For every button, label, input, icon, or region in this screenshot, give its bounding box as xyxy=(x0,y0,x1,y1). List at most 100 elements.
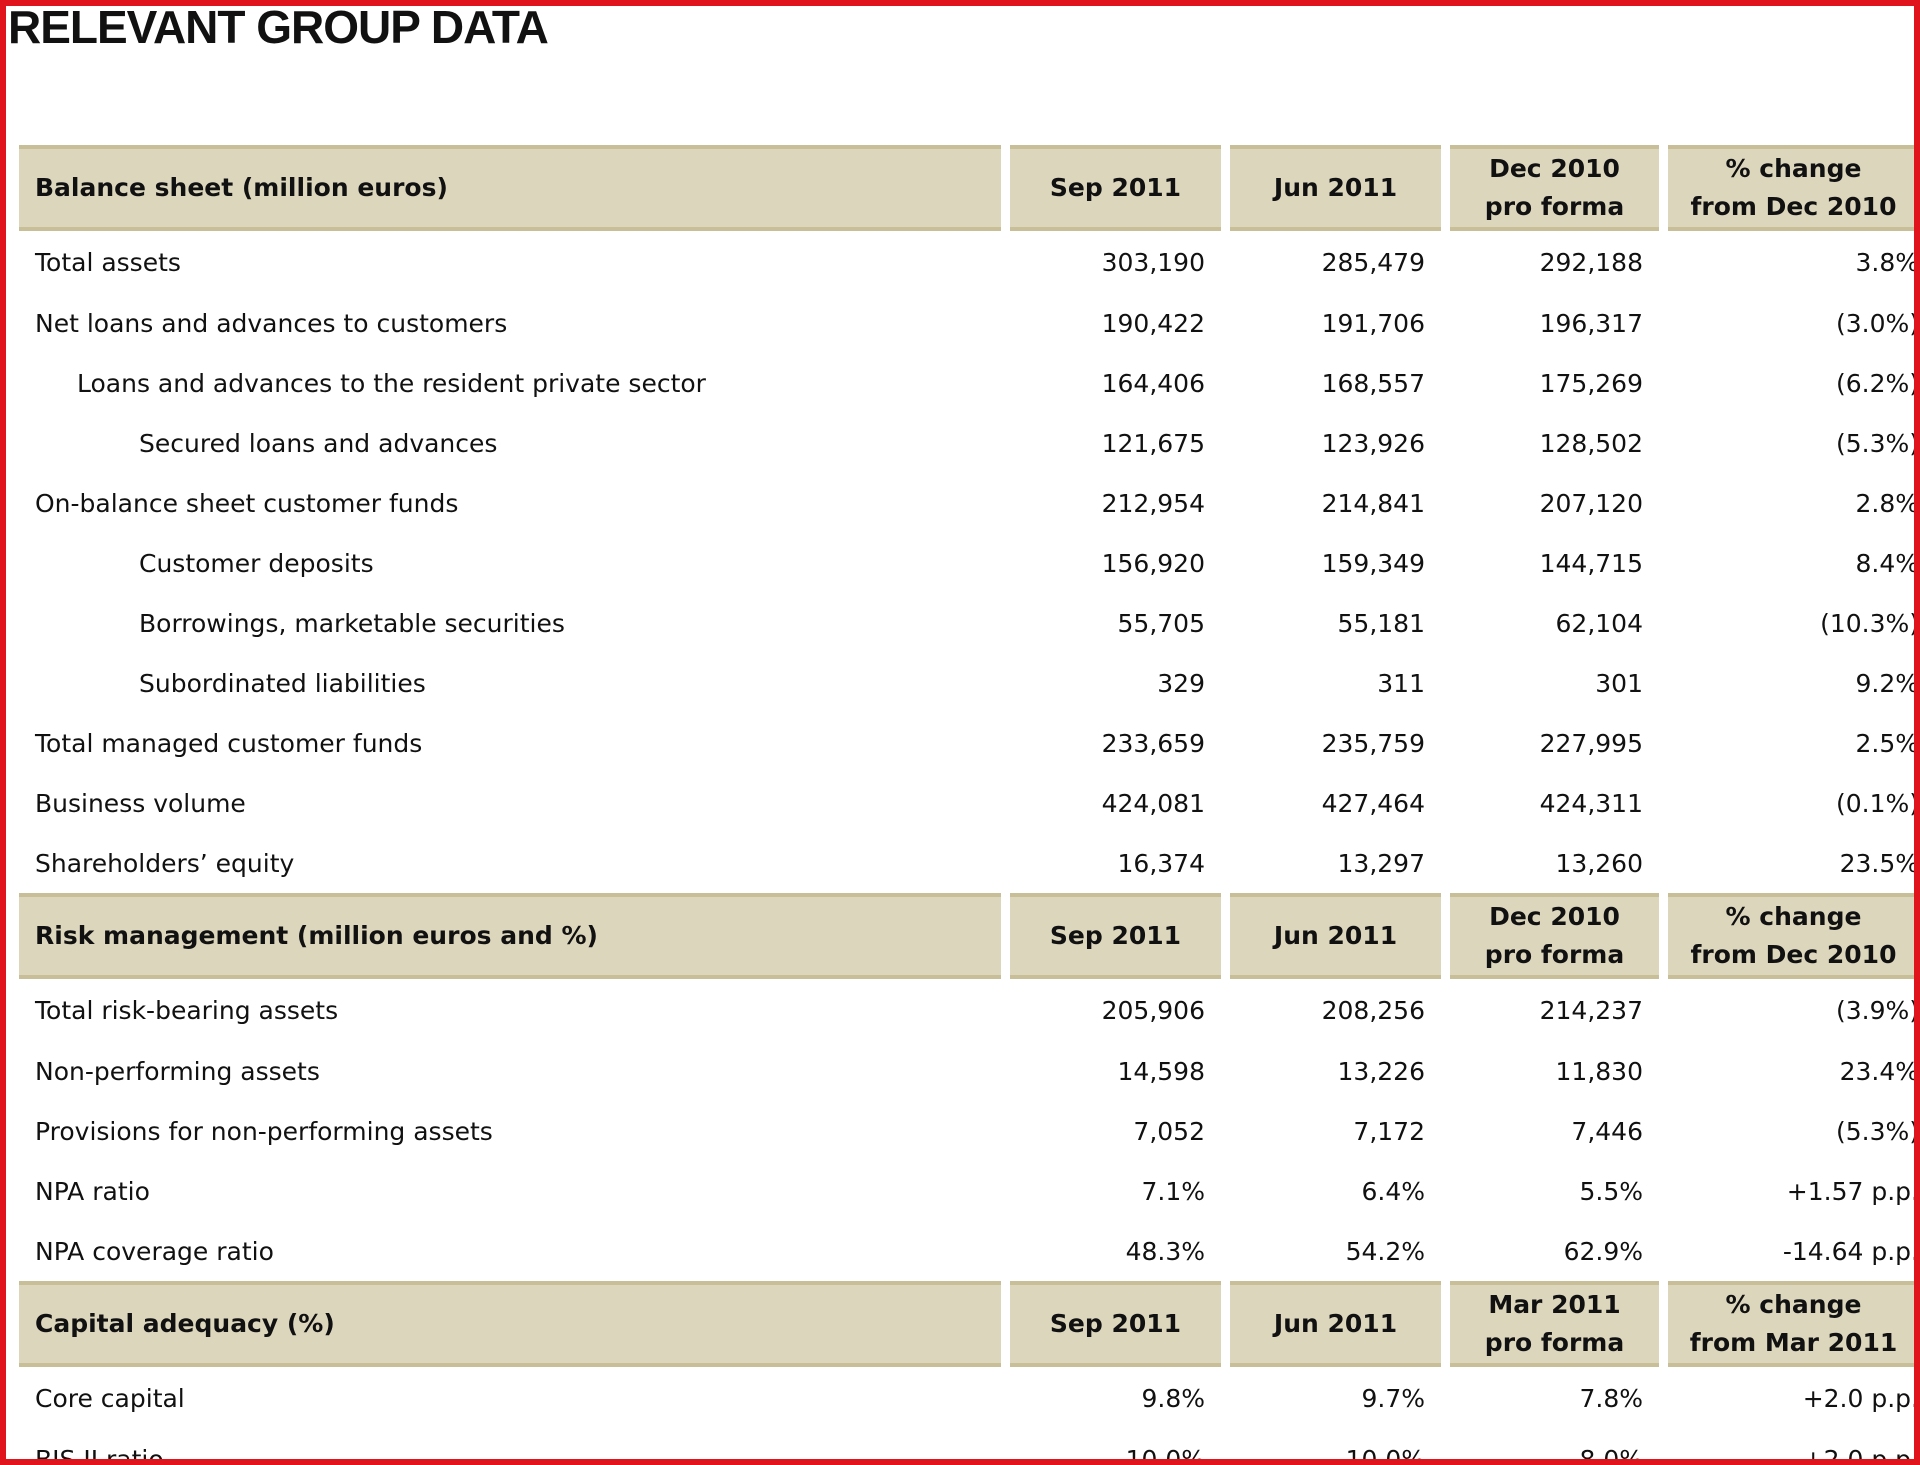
row-label: Borrowings, marketable securities xyxy=(139,608,565,638)
header-cell: Balance sheet (million euros) xyxy=(19,145,1001,231)
value-cell: 214,237 xyxy=(1539,995,1643,1025)
row-label: Business volume xyxy=(35,788,246,818)
data-row: Total risk-bearing assets 205,906 208,256 2… xyxy=(19,979,1914,1041)
row-label: Customer deposits xyxy=(139,548,374,578)
value-cell: 5.5% xyxy=(1579,1176,1643,1206)
value-cell: 144,715 xyxy=(1539,548,1643,578)
value-cell: 329 xyxy=(1157,668,1205,698)
value-cell: 285,479 xyxy=(1321,247,1425,277)
data-row: Provisions for non-performing assets 7,05… xyxy=(19,1101,1919,1161)
value-cell: (6.2%) xyxy=(1835,368,1919,398)
value-cell: (10.3%) xyxy=(1820,608,1919,638)
row-label: NPA ratio xyxy=(35,1176,150,1206)
value-cell: 168,557 xyxy=(1321,368,1425,398)
header-line: Dec 2010 xyxy=(1489,902,1620,931)
data-table: Balance sheet (million euros) Sep 2011 Jun… xyxy=(10,145,1919,1465)
value-cell: 311 xyxy=(1377,668,1425,698)
header-cell: Jun 2011 xyxy=(1230,1281,1441,1367)
value-cell: 207,120 xyxy=(1539,488,1643,518)
header-cell: Dec 2010 pro forma xyxy=(1450,893,1659,979)
header-cell: Dec 2010 pro forma xyxy=(1450,145,1659,231)
row-label: Non-performing assets xyxy=(35,1056,320,1086)
header-cell: Mar 2011 pro forma xyxy=(1450,1281,1659,1367)
header-cell: Capital adequacy (%) xyxy=(19,1281,1001,1367)
header-line: % change xyxy=(1725,902,1862,931)
row-label: Total managed customer funds xyxy=(35,728,423,758)
data-row: Customer deposits 156,920 159,349 144,715 8.… xyxy=(19,533,1919,593)
value-cell: 9.2% xyxy=(1855,668,1919,698)
value-cell: 8.0% xyxy=(1579,1444,1643,1465)
value-cell: 190,422 xyxy=(1101,308,1205,338)
header-cell: % change from Mar 2011 xyxy=(1668,1281,1914,1367)
header-line: from Mar 2011 xyxy=(1689,1328,1898,1357)
value-cell: 214,841 xyxy=(1321,488,1425,518)
row-label: Provisions for non-performing assets xyxy=(35,1116,493,1146)
section-header-row: Balance sheet (million euros) Sep 2011 Jun… xyxy=(19,145,1914,231)
data-row: NPA ratio 7.1% 6.4% 5.5% +1.57 p.p. xyxy=(19,1161,1919,1221)
data-row: Subordinated liabilities 329 311 301 9.2% xyxy=(19,653,1919,713)
value-cell: 227,995 xyxy=(1539,728,1643,758)
value-cell: 424,081 xyxy=(1101,788,1205,818)
value-cell: 123,926 xyxy=(1321,428,1425,458)
value-cell: 121,675 xyxy=(1101,428,1205,458)
header-line: from Dec 2010 xyxy=(1690,192,1897,221)
value-cell: 54.2% xyxy=(1345,1236,1425,1266)
value-cell: 14,598 xyxy=(1117,1056,1205,1086)
row-label: Total assets xyxy=(35,247,181,277)
header-line: pro forma xyxy=(1484,1328,1625,1357)
value-cell: (5.3%) xyxy=(1835,428,1919,458)
row-label: Subordinated liabilities xyxy=(139,668,426,698)
value-cell: 8.4% xyxy=(1855,548,1919,578)
value-cell: (5.3%) xyxy=(1835,1116,1919,1146)
value-cell: 303,190 xyxy=(1101,247,1205,277)
value-cell: 235,759 xyxy=(1321,728,1425,758)
value-cell: 9.7% xyxy=(1361,1383,1425,1413)
row-label: Shareholders’ equity xyxy=(35,848,295,878)
header-line: Dec 2010 xyxy=(1489,154,1620,183)
section-header-row: Capital adequacy (%) Sep 2011 Jun 2011 Mar … xyxy=(19,1281,1914,1367)
value-cell: 16,374 xyxy=(1117,848,1205,878)
data-row: Total managed customer funds 233,659 235,7… xyxy=(19,713,1914,773)
value-cell: 23.5% xyxy=(1839,848,1919,878)
value-cell: 427,464 xyxy=(1321,788,1425,818)
value-cell: 156,920 xyxy=(1101,548,1205,578)
value-cell: 301 xyxy=(1595,668,1643,698)
value-cell: 208,256 xyxy=(1321,995,1425,1025)
value-cell: 175,269 xyxy=(1539,368,1643,398)
value-cell: (0.1%) xyxy=(1835,788,1919,818)
header-line: pro forma xyxy=(1484,192,1625,221)
value-cell: 9.8% xyxy=(1141,1383,1205,1413)
header-cell: % change from Dec 2010 xyxy=(1668,145,1914,231)
header-line: % change xyxy=(1725,154,1862,183)
header-line: from Dec 2010 xyxy=(1690,940,1897,969)
value-cell: 424,311 xyxy=(1539,788,1643,818)
value-cell: 205,906 xyxy=(1101,995,1205,1025)
value-cell: 62,104 xyxy=(1555,608,1643,638)
section-header-row: Risk management (million euros and %) Sep… xyxy=(19,893,1914,979)
header-cell: Jun 2011 xyxy=(1230,893,1441,979)
value-cell: 10.0% xyxy=(1125,1444,1205,1465)
value-cell: +1.57 p.p. xyxy=(1786,1176,1919,1206)
row-label: On-balance sheet customer funds xyxy=(35,488,459,518)
data-row: Total assets 303,190 285,479 292,188 3.8% xyxy=(19,231,1919,293)
value-cell: 23.4% xyxy=(1839,1056,1919,1086)
data-row: Shareholders’ equity 16,374 13,297 13,260 23… xyxy=(19,833,1919,893)
value-cell: 7,172 xyxy=(1353,1116,1425,1146)
data-row: Net loans and advances to customers 190,4… xyxy=(19,293,1919,353)
value-cell: 13,297 xyxy=(1337,848,1425,878)
value-cell: 3.8% xyxy=(1855,247,1919,277)
data-row: NPA coverage ratio 48.3% 54.2% 62.9% -14.64 … xyxy=(19,1221,1914,1281)
data-row: Business volume 424,081 427,464 424,311 (0.1… xyxy=(19,773,1919,833)
value-cell: +2.0 p.p. xyxy=(1802,1383,1919,1413)
header-cell: Sep 2011 xyxy=(1010,145,1221,231)
row-label: Total risk-bearing assets xyxy=(35,995,339,1025)
value-cell: 62.9% xyxy=(1563,1236,1643,1266)
title: RELEVANT GROUP DATA xyxy=(8,1,549,53)
row-label: Secured loans and advances xyxy=(139,428,498,458)
value-cell: 55,181 xyxy=(1337,608,1425,638)
header-cell: Jun 2011 xyxy=(1230,145,1441,231)
value-cell: 13,226 xyxy=(1337,1056,1425,1086)
value-cell: (3.0%) xyxy=(1835,308,1919,338)
header-cell: Sep 2011 xyxy=(1010,1281,1221,1367)
